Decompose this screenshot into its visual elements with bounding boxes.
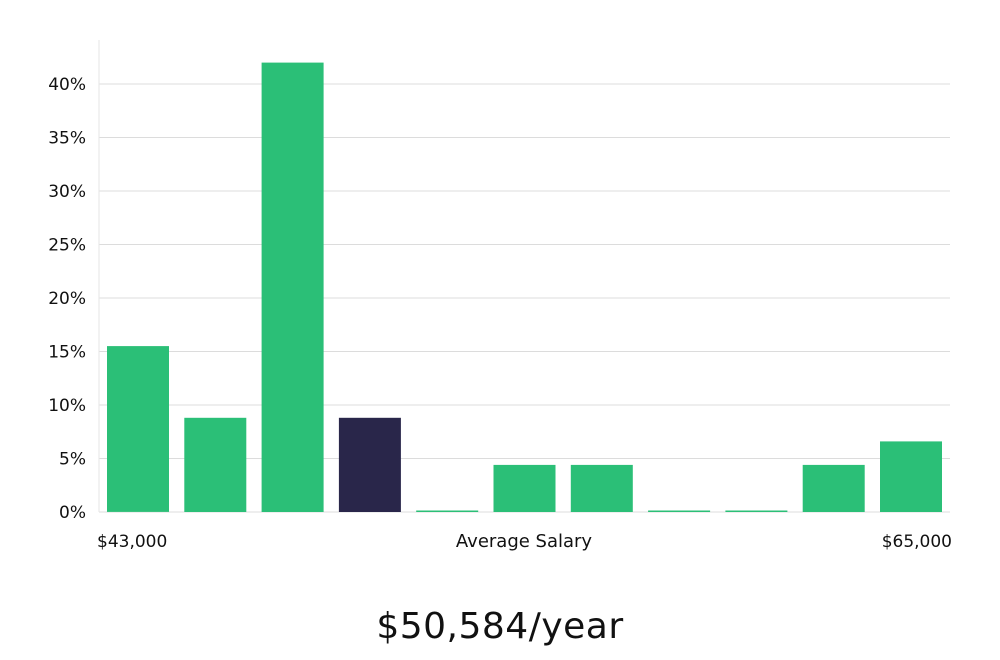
histogram-bar: [184, 417, 247, 512]
histogram-bar: [261, 62, 324, 512]
y-tick-label: 0%: [59, 503, 86, 523]
histogram-bars: [107, 62, 942, 512]
y-tick-label: 35%: [48, 129, 86, 149]
histogram-bar: [107, 346, 169, 512]
y-tick-label: 40%: [48, 75, 86, 95]
x-axis-min-label: $43,000: [97, 532, 167, 552]
y-tick-label: 25%: [48, 236, 86, 256]
y-tick-label: 20%: [48, 289, 86, 309]
histogram-bar: [648, 510, 711, 512]
histogram-bar-highlighted: [338, 417, 401, 512]
y-tick-label: 30%: [48, 182, 86, 202]
histogram-bar: [570, 464, 633, 512]
x-axis-max-label: $65,000: [882, 532, 952, 552]
histogram-bar: [725, 510, 788, 512]
histogram-bar: [416, 510, 479, 512]
histogram-bar: [880, 441, 942, 512]
y-tick-label: 5%: [59, 450, 86, 470]
y-axis-tick-labels: 0% 5% 10% 15% 20% 25% 30% 35% 40%: [48, 75, 86, 523]
x-axis-title: Average Salary: [456, 531, 593, 552]
histogram-bar: [802, 464, 865, 512]
average-salary-value: $50,584/year: [376, 606, 624, 647]
y-tick-label: 10%: [48, 396, 86, 416]
histogram-bar: [493, 464, 556, 512]
salary-histogram: 0% 5% 10% 15% 20% 25% 30% 35% 40% $43,000 Averag…: [48, 40, 952, 552]
y-tick-label: 15%: [48, 343, 86, 363]
